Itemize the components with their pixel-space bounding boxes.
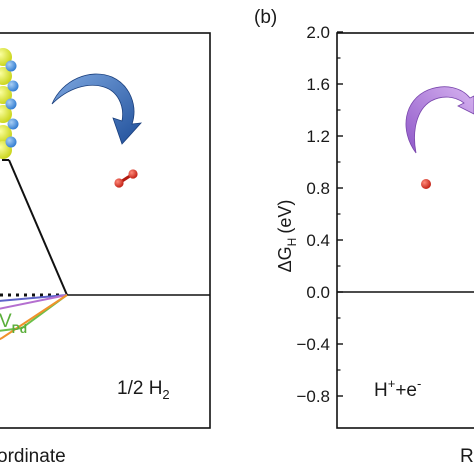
crystal-slab-icon: [0, 48, 19, 159]
y-tick-label: 1.6: [306, 75, 330, 94]
curve-purple: [0, 294, 68, 310]
y-tick-label: 0.8: [306, 179, 330, 198]
energy-curves: [0, 294, 68, 341]
state-label: H++e-: [374, 376, 421, 401]
y-axis: 2.0 1.6 1.2 0.8 0.4 0.0 −0.4 −0.8: [296, 23, 343, 406]
curve-label: VPd: [0, 311, 27, 336]
y-tick-label: 0.4: [306, 231, 330, 250]
curve-blue: [0, 294, 68, 302]
panel-b-x-axis-label: R: [460, 446, 474, 467]
panel-a: VPd 1/2 H2 ordinate: [0, 32, 211, 467]
y-tick-label: 1.2: [306, 127, 330, 146]
panel-b-frame: [336, 32, 474, 429]
panel-b-label: (b): [254, 7, 277, 28]
zoom-lines: [2, 159, 68, 296]
y-axis-label: ΔGH(eV): [275, 200, 299, 273]
panel-b: (b) 2.0 1.6 1.2 0.8 0.4 0.0 −0.4 −0.8 ΔGH(eV) H…: [254, 7, 474, 467]
h-atom-icon: [421, 179, 431, 189]
panel-a-x-axis-label: ordinate: [0, 446, 66, 467]
y-tick-label: −0.4: [296, 335, 330, 354]
reactant-label: 1/2 H2: [117, 378, 170, 402]
h2-molecule-icon: [114, 169, 138, 188]
y-tick-label: −0.8: [296, 387, 330, 406]
curved-arrow-icon: [405, 86, 474, 154]
panel-a-frame: [0, 32, 211, 429]
y-tick-label: 2.0: [306, 23, 330, 42]
curved-arrow-icon: [51, 73, 143, 145]
curve-orange: [0, 294, 68, 341]
y-tick-label: 0.0: [306, 283, 330, 302]
